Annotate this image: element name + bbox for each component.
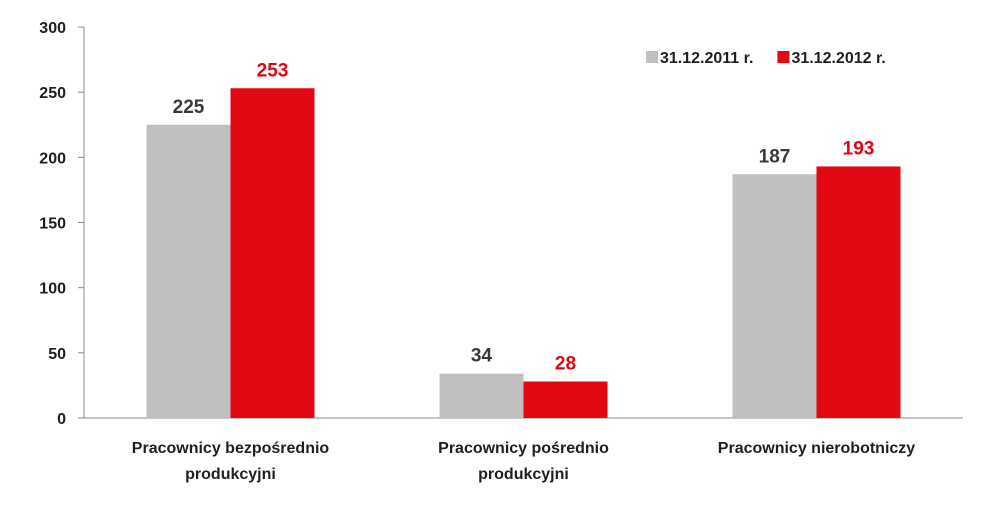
data-label: 253 <box>257 60 289 81</box>
bar <box>816 166 901 418</box>
bar <box>732 174 817 418</box>
y-tick-label: 50 <box>48 346 66 363</box>
legend-label: 31.12.2011 r. <box>660 50 753 67</box>
data-label: 34 <box>471 346 493 367</box>
x-axis: Pracownicy bezpośrednio produkcyjni Pracow… <box>84 417 963 483</box>
x-category-label: Pracownicy pośrednio <box>438 440 609 457</box>
bars: 225 253 34 28 187 193 <box>146 60 901 419</box>
y-tick-label: 200 <box>39 150 66 167</box>
data-label: 28 <box>555 354 576 375</box>
bar <box>230 88 315 419</box>
legend: 31.12.2011 r. 31.12.2012 r. <box>646 50 886 67</box>
legend-swatch <box>777 51 790 63</box>
y-tick-label: 100 <box>39 281 66 298</box>
x-category-label: produkcyjni <box>185 466 276 483</box>
data-label: 193 <box>843 138 875 159</box>
bar <box>523 381 608 418</box>
bar <box>146 124 231 418</box>
y-tick-label: 0 <box>57 411 66 428</box>
y-tick-label: 300 <box>39 20 66 37</box>
bar <box>439 373 524 418</box>
x-category-label: Pracownicy bezpośrednio <box>132 440 330 457</box>
data-label: 187 <box>759 146 791 167</box>
data-label: 225 <box>173 97 205 118</box>
x-category-label: produkcyjni <box>478 466 569 483</box>
legend-label: 31.12.2012 r. <box>791 50 885 67</box>
y-tick-label: 250 <box>39 85 66 102</box>
legend-swatch <box>646 51 658 63</box>
y-axis: 0 50 100 150 200 250 300 <box>39 20 85 428</box>
x-category-label: Pracownicy nierobotniczy <box>718 440 915 457</box>
y-tick-label: 150 <box>39 216 66 233</box>
